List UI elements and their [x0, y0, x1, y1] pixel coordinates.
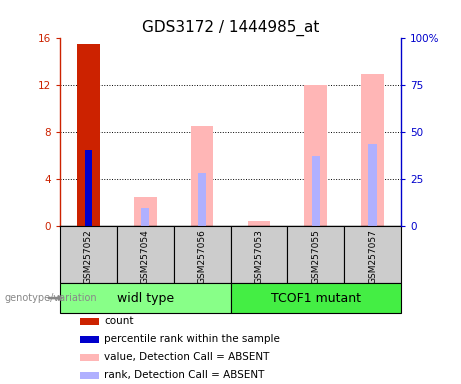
Text: GSM257056: GSM257056: [198, 229, 207, 284]
Bar: [248, 221, 270, 226]
Bar: [230, 226, 287, 283]
Bar: [361, 74, 384, 226]
Text: TCOF1 mutant: TCOF1 mutant: [271, 291, 361, 305]
Text: rank, Detection Call = ABSENT: rank, Detection Call = ABSENT: [104, 371, 265, 381]
Bar: [117, 226, 174, 283]
Bar: [174, 226, 230, 283]
Title: GDS3172 / 1444985_at: GDS3172 / 1444985_at: [142, 20, 319, 36]
Bar: [312, 156, 320, 226]
Text: widl type: widl type: [117, 291, 174, 305]
Text: GSM257054: GSM257054: [141, 229, 150, 284]
Bar: [191, 126, 213, 226]
Bar: [80, 318, 99, 324]
Text: GSM257052: GSM257052: [84, 229, 93, 284]
Bar: [368, 144, 377, 226]
Bar: [77, 44, 100, 226]
Bar: [287, 226, 344, 283]
Bar: [304, 85, 327, 226]
Text: GSM257057: GSM257057: [368, 229, 377, 284]
Bar: [134, 197, 157, 226]
Bar: [344, 226, 401, 283]
Text: GSM257055: GSM257055: [311, 229, 320, 284]
Bar: [60, 283, 230, 313]
Text: count: count: [104, 316, 134, 326]
Bar: [80, 372, 99, 379]
Text: GSM257053: GSM257053: [254, 229, 263, 284]
Bar: [60, 226, 117, 283]
Bar: [85, 150, 92, 226]
Text: percentile rank within the sample: percentile rank within the sample: [104, 334, 280, 344]
Bar: [141, 209, 149, 226]
Bar: [80, 336, 99, 343]
Text: genotype/variation: genotype/variation: [5, 293, 97, 303]
Bar: [230, 283, 401, 313]
Bar: [80, 354, 99, 361]
Text: value, Detection Call = ABSENT: value, Detection Call = ABSENT: [104, 353, 270, 362]
Bar: [198, 173, 207, 226]
